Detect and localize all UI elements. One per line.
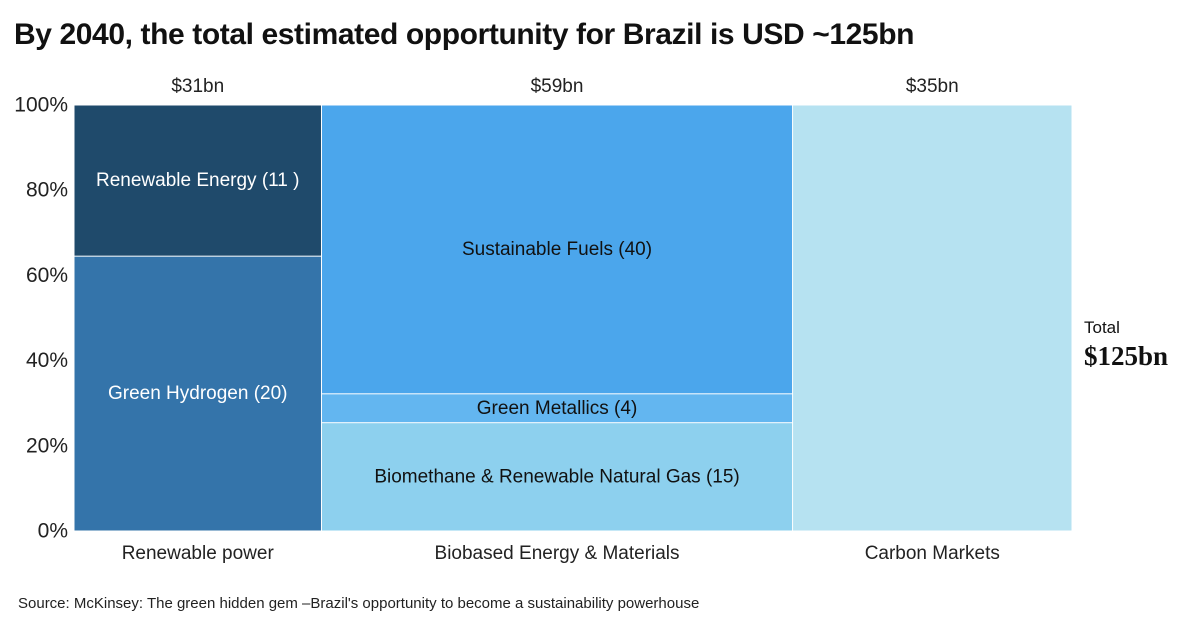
total-value: $125bn [1084,341,1169,371]
x-category-label: Carbon Markets [865,543,1000,564]
segment-biomethane-renewable-natural-gas-15 [322,423,793,531]
segment-carbon-markets [793,105,1072,531]
segment-green-hydrogen-20 [74,256,322,531]
column-total-label: $59bn [531,76,584,97]
x-category-label: Renewable power [122,543,275,564]
column-total-label: $35bn [906,76,959,97]
y-tick-label: 20% [26,434,68,457]
segment-renewable-energy-11 [74,105,322,256]
segment-label: Sustainable Fuels (40) [462,239,652,260]
segment-sustainable-fuels-40 [322,105,793,394]
segment-green-metallics-4 [322,394,793,423]
segment-label: Green Hydrogen (20) [108,383,288,404]
segment-label: Biomethane & Renewable Natural Gas (15) [374,466,739,487]
y-tick-label: 100% [14,94,68,117]
segment-label: Renewable Energy (11 ) [96,170,299,191]
total-label: Total [1084,318,1120,337]
y-tick-label: 80% [26,179,68,202]
segment-label: Green Metallics (4) [477,398,638,419]
column-total-label: $31bn [171,76,224,97]
source-note: Source: McKinsey: The green hidden gem –… [18,595,700,612]
y-tick-label: 0% [38,520,68,543]
x-category-label: Biobased Energy & Materials [435,543,680,564]
y-tick-label: 60% [26,264,68,287]
y-tick-label: 40% [26,349,68,372]
chart-title: By 2040, the total estimated opportunity… [14,18,915,51]
